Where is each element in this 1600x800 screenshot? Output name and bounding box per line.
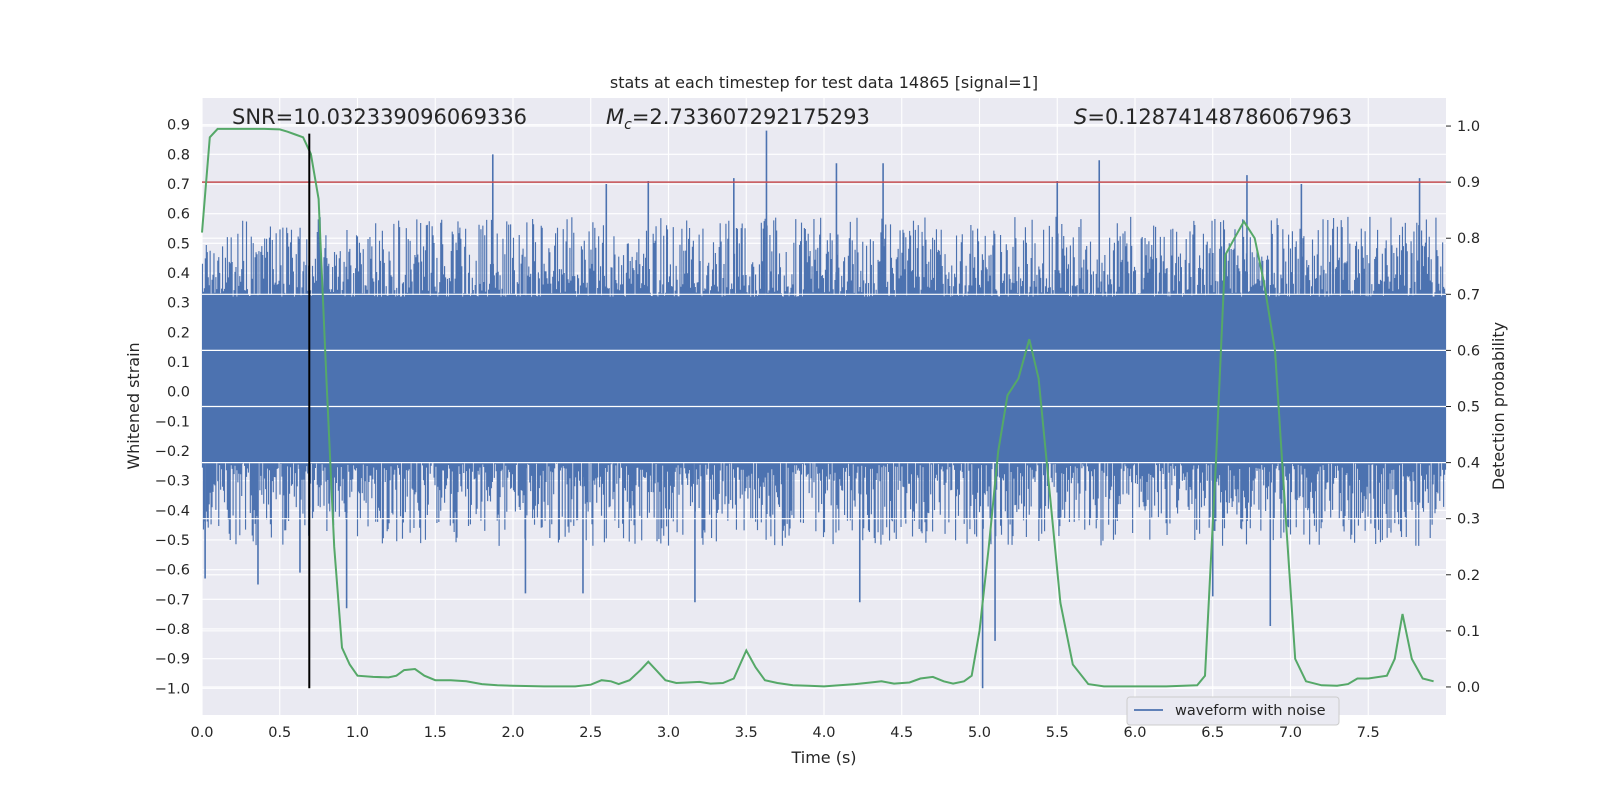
- x-tick-label: 2.5: [579, 725, 602, 741]
- x-tick-label: 2.0: [501, 725, 524, 741]
- s-value: =0.12874148786067963: [1087, 105, 1352, 129]
- y-tick-label-left: 0.1: [167, 355, 190, 371]
- chart-title: stats at each timestep for test data 148…: [610, 73, 1038, 92]
- x-tick-label: 3.0: [657, 725, 680, 741]
- s-symbol: S: [1074, 105, 1087, 129]
- x-tick-label: 0.0: [190, 725, 213, 741]
- y-tick-label-left: 0.9: [167, 118, 190, 134]
- y-tick-label-right: 0.4: [1457, 456, 1480, 472]
- x-tick-label: 3.5: [735, 725, 758, 741]
- y-tick-label-right: 0.2: [1457, 568, 1480, 584]
- grid-overlay: [202, 293, 1446, 520]
- y-tick-label-left: 0.2: [167, 325, 190, 341]
- y-tick-label-right: 0.5: [1457, 400, 1480, 416]
- x-tick-label: 1.0: [346, 725, 369, 741]
- x-tick-label: 5.5: [1046, 725, 1069, 741]
- x-tick-label: 7.5: [1357, 725, 1380, 741]
- x-tick-label: 6.0: [1123, 725, 1146, 741]
- y-tick-label-left: −0.7: [155, 592, 190, 608]
- x-tick-label: 0.5: [268, 725, 291, 741]
- y-tick-label-left: 0.8: [167, 147, 190, 163]
- x-tick-label: 6.5: [1201, 725, 1224, 741]
- chirp-mass-annotation: Mc=2.733607292175293: [606, 105, 870, 133]
- y-tick-label-right: 0.1: [1457, 624, 1480, 640]
- y-tick-label-left: 0.3: [167, 296, 190, 312]
- y-tick-label-right: 0.8: [1457, 231, 1480, 247]
- y-tick-label-left: −0.6: [155, 563, 190, 579]
- y-tick-label-left: −0.8: [155, 622, 190, 638]
- y-tick-label-left: −0.5: [155, 533, 190, 549]
- x-tick-label: 1.5: [424, 725, 447, 741]
- x-tick-label: 5.0: [968, 725, 991, 741]
- chirp-mass-symbol: M: [606, 105, 624, 129]
- x-tick-label: 4.0: [812, 725, 835, 741]
- y-axis-label-right: Detection probability: [1489, 322, 1508, 490]
- y-tick-label-right: 0.7: [1457, 287, 1480, 303]
- x-tick-label: 7.0: [1279, 725, 1302, 741]
- s-annotation: S=0.12874148786067963: [1074, 105, 1352, 129]
- waveform-series: [201, 130, 1447, 689]
- y-tick-label-left: 0.7: [167, 177, 190, 193]
- axis-ticks: 0.0 0.5 1.0 1.5 2.0 2.5 3.0 3.5 4.0 4.5 5.0 5.5 6.0 6…: [155, 118, 1480, 741]
- y-tick-label-right: 0.9: [1457, 175, 1480, 191]
- y-tick-label-left: −0.4: [155, 503, 190, 519]
- y-tick-label-left: 0.0: [167, 385, 190, 401]
- x-axis-label: Time (s): [790, 748, 856, 767]
- probability-line: [201, 127, 1434, 688]
- y-tick-label-left: −1.0: [155, 681, 190, 697]
- y-tick-label-left: −0.3: [155, 474, 190, 490]
- snr-annotation: SNR=10.032339096069336: [232, 105, 527, 129]
- y-tick-label-left: −0.2: [155, 444, 190, 460]
- y-axis-label-left: Whitened strain: [124, 342, 143, 469]
- chirp-mass-value: =2.733607292175293: [632, 105, 870, 129]
- probability-series: [201, 127, 1434, 688]
- y-tick-label-right: 0.3: [1457, 512, 1480, 528]
- x-tick-label: 4.5: [890, 725, 913, 741]
- legend: waveform with noise: [1126, 696, 1340, 726]
- waveform-core: [202, 296, 1446, 463]
- chirp-mass-subscript: c: [624, 117, 632, 133]
- legend-box: [1126, 696, 1340, 726]
- y-tick-label-left: −0.1: [155, 414, 190, 430]
- y-tick-label-left: 0.4: [167, 266, 190, 282]
- y-tick-label-left: 0.6: [167, 207, 190, 223]
- y-tick-label-right: 0.0: [1457, 680, 1480, 696]
- y-tick-label-left: −0.9: [155, 652, 190, 668]
- y-tick-label-left: 0.5: [167, 236, 190, 252]
- y-tick-label-right: 1.0: [1457, 119, 1480, 135]
- legend-label: waveform with noise: [1175, 703, 1326, 719]
- y-tick-label-right: 0.6: [1457, 343, 1480, 359]
